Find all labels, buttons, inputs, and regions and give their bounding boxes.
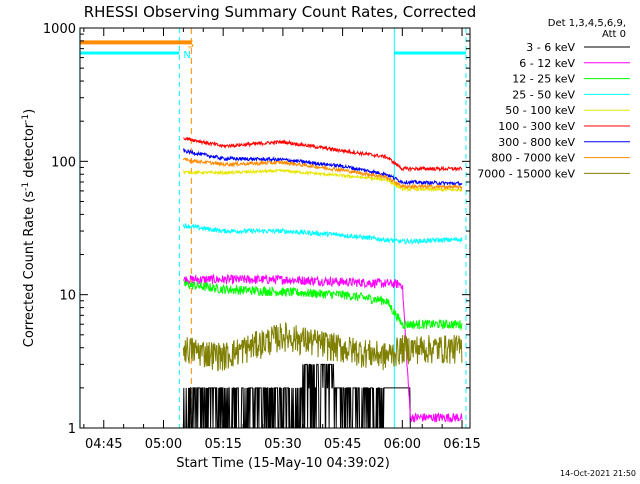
x-tick-label-0: 04:45 [85, 437, 122, 452]
series-line-6 [182, 147, 463, 187]
series-line-8 [182, 321, 463, 372]
series-group [182, 136, 463, 429]
series-line-2 [183, 279, 463, 331]
x-tick-label-5: 06:00 [384, 437, 421, 452]
legend-label-2: 12 - 25 keV [512, 73, 575, 86]
footer-date: 14-Oct-2021 21:50 [560, 469, 636, 478]
series-line-7 [182, 157, 463, 191]
legend-label-8: 7000 - 15000 keV [477, 167, 575, 180]
legend-label-5: 100 - 300 keV [498, 120, 575, 133]
x-tick-label-4: 05:45 [324, 437, 361, 452]
plot-frame [79, 27, 471, 429]
legend-label-4: 50 - 100 keV [505, 104, 575, 117]
series-line-3 [182, 222, 463, 245]
y-tick-label-3: 1000 [43, 22, 76, 37]
x-tick-label-3: 05:30 [264, 437, 301, 452]
series-line-5 [183, 136, 463, 173]
x-tick-label-1: 05:00 [145, 437, 182, 452]
x-axis-label: Start Time (15-May-10 04:39:02) [176, 456, 390, 471]
annotation-n: N [183, 50, 190, 61]
legend-label-0: 3 - 6 keV [526, 41, 575, 54]
y-tick-label-1: 10 [59, 289, 76, 304]
series-line-4 [182, 167, 463, 193]
legend-header-0: Det 1,3,4,5,6,9, [548, 18, 626, 29]
legend-label-1: 6 - 12 keV [519, 57, 575, 70]
y-tick-label-0: 1 [68, 422, 76, 437]
axes: 1 10 100 1000 04:45 05:00 05:15 05:30 05:45 06:00… [43, 22, 481, 452]
annotation-s: S [187, 39, 193, 50]
series-line-1 [182, 273, 463, 423]
legend-label-7: 800 - 7000 keV [491, 152, 575, 165]
x-tick-label-6: 06:15 [443, 437, 480, 452]
legend-label-3: 25 - 50 keV [512, 88, 575, 101]
legend: Det 1,3,4,5,6,9,Att 0 3 - 6 keV 6 - 12 keV… [477, 18, 630, 180]
y-tick-label-2: 100 [51, 155, 76, 170]
legend-header-1: Att 0 [602, 29, 626, 40]
legend-label-6: 300 - 800 keV [498, 136, 575, 149]
x-tick-label-2: 05:15 [204, 437, 241, 452]
y-axis-label: Corrected Count Rate (s-1 detector-1) [21, 109, 37, 347]
svg-text:Start Time (15-May-10 04:39:02: Start Time (15-May-10 04:39:02) [176, 456, 390, 471]
chart-title: RHESSI Observing Summary Count Rates, Co… [84, 3, 477, 21]
